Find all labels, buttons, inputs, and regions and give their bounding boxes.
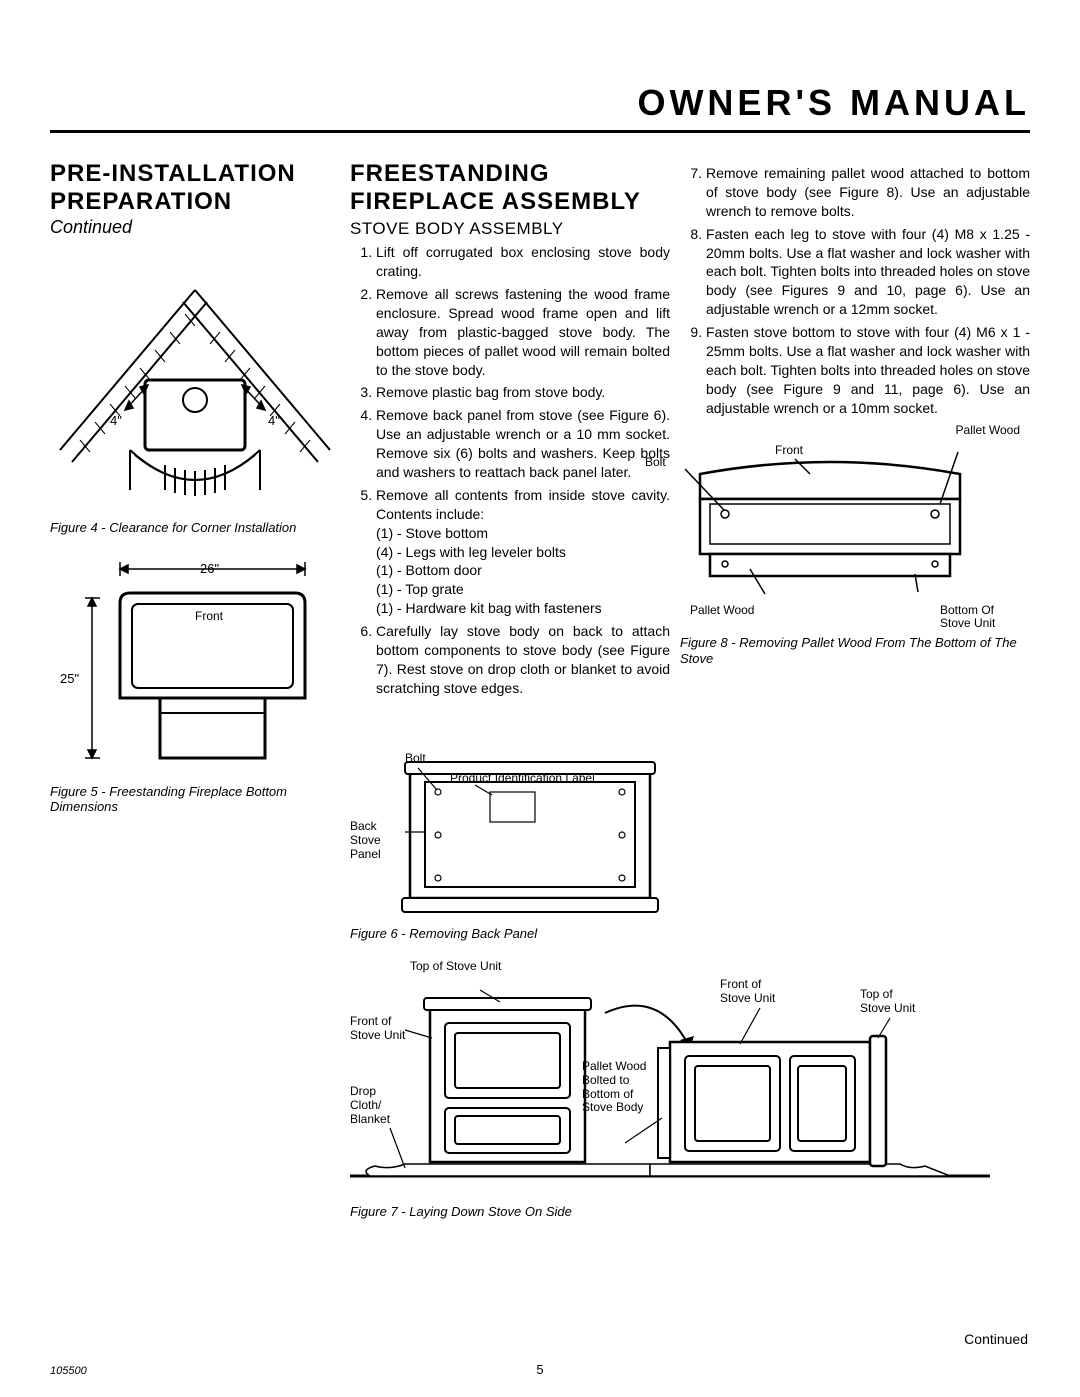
figure-7-caption: Figure 7 - Laying Down Stove On Side: [350, 1204, 990, 1220]
continued-label: Continued: [50, 217, 340, 238]
fig6-pid-label: Product Identification Label: [450, 772, 595, 786]
content-item-4: (1) - Top grate: [376, 580, 670, 599]
step-7: Remove remaining pallet wood attached to…: [706, 164, 1030, 221]
column-middle: FREESTANDING FIREPLACE ASSEMBLY STOVE BO…: [350, 160, 670, 702]
fig4-label-right: 4": [268, 413, 280, 428]
section-title-assembly: FREESTANDING FIREPLACE ASSEMBLY: [350, 160, 670, 215]
step-4: Remove back panel from stove (see Figure…: [376, 406, 670, 482]
page: OWNER'S MANUAL PRE-INSTALLATION PREPARAT…: [0, 0, 1080, 1397]
footer-continued: Continued: [964, 1331, 1028, 1347]
fig5-dim-w: 26": [200, 561, 219, 576]
figure-6-caption: Figure 6 - Removing Back Panel: [350, 926, 690, 942]
figure-5: 26" 25" Front Figure 5 - Freestanding Fi…: [50, 558, 340, 815]
assembly-steps-7-9: Remove remaining pallet wood attached to…: [680, 164, 1030, 418]
section-title-preinstall: PRE-INSTALLATION PREPARATION: [50, 160, 340, 215]
fig8-label-front: Front: [775, 444, 803, 458]
content-item-5: (1) - Hardware kit bag with fasteners: [376, 599, 670, 618]
fig5-front-label: Front: [195, 609, 224, 623]
footer-doc-number: 105500: [50, 1365, 87, 1377]
column-right: Remove remaining pallet wood attached to…: [680, 160, 1030, 666]
content-item-3: (1) - Bottom door: [376, 561, 670, 580]
header-rule: OWNER'S MANUAL: [50, 82, 1030, 133]
content-item-2: (4) - Legs with leg leveler bolts: [376, 543, 670, 562]
step-5: Remove all contents from inside stove ca…: [376, 486, 670, 618]
content-area: PRE-INSTALLATION PREPARATION Continued: [50, 160, 1030, 1347]
step-6: Carefully lay stove body on back to atta…: [376, 622, 670, 698]
step-8: Fasten each leg to stove with four (4) M…: [706, 225, 1030, 319]
fig8-label-bottom-unit: Bottom Of Stove Unit: [940, 604, 1020, 632]
figure-4-svg: 4" 4": [50, 250, 340, 520]
fig7-label-top-left: Top of Stove Unit: [410, 960, 501, 974]
fig7-top-right: Top of Stove Unit: [860, 988, 920, 1016]
column-left: PRE-INSTALLATION PREPARATION Continued: [50, 160, 340, 815]
fig6-back-label: Back Stove Panel: [350, 820, 402, 861]
figure-4: 4" 4" Figure 4 - Clearance for Corner In…: [50, 250, 340, 536]
step-3: Remove plastic bag from stove body.: [376, 383, 670, 402]
fig5-dim-h: 25": [60, 671, 79, 686]
step-5-text: Remove all contents from inside stove ca…: [376, 487, 670, 522]
figure-5-svg: 26" 25" Front: [50, 558, 340, 778]
figure-8-svg: [680, 444, 980, 604]
figure-6: Bolt Product Identification Label Back S…: [350, 750, 690, 942]
cavity-contents: (1) - Stove bottom (4) - Legs with leg l…: [376, 524, 670, 618]
fig8-label-pallet-top: Pallet Wood: [956, 424, 1020, 438]
fig8-label-pallet-bottom: Pallet Wood: [690, 604, 754, 632]
fig7-front-left: Front of Stove Unit: [350, 1015, 410, 1043]
step-2: Remove all screws fastening the wood fra…: [376, 285, 670, 379]
figure-8: Pallet Wood Bolt Front: [680, 424, 1030, 667]
fig4-label-left: 4": [110, 413, 122, 428]
content-item-1: (1) - Stove bottom: [376, 524, 670, 543]
fig6-bolt-label: Bolt: [405, 751, 426, 765]
figure-8-caption: Figure 8 - Removing Pallet Wood From The…: [680, 635, 1030, 666]
fig7-pallet-label: Pallet Wood Bolted to Bottom of Stove Bo…: [582, 1060, 652, 1115]
subsection-title: STOVE BODY ASSEMBLY: [350, 219, 670, 239]
fig7-drop-cloth: Drop Cloth/ Blanket: [350, 1085, 410, 1126]
figure-5-caption: Figure 5 - Freestanding Fireplace Bottom…: [50, 784, 340, 815]
fig8-label-bolt: Bolt: [645, 456, 666, 470]
step-9: Fasten stove bottom to stove with four (…: [706, 323, 1030, 417]
figure-4-caption: Figure 4 - Clearance for Corner Installa…: [50, 520, 340, 536]
figure-7: Top of Stove Unit: [350, 960, 990, 1220]
footer-page-number: 5: [0, 1362, 1080, 1377]
header-title: OWNER'S MANUAL: [50, 82, 1030, 124]
fig7-front-right: Front of Stove Unit: [720, 978, 790, 1006]
step-1: Lift off corrugated box enclosing stove …: [376, 243, 670, 281]
assembly-steps-1-6: Lift off corrugated box enclosing stove …: [350, 243, 670, 697]
